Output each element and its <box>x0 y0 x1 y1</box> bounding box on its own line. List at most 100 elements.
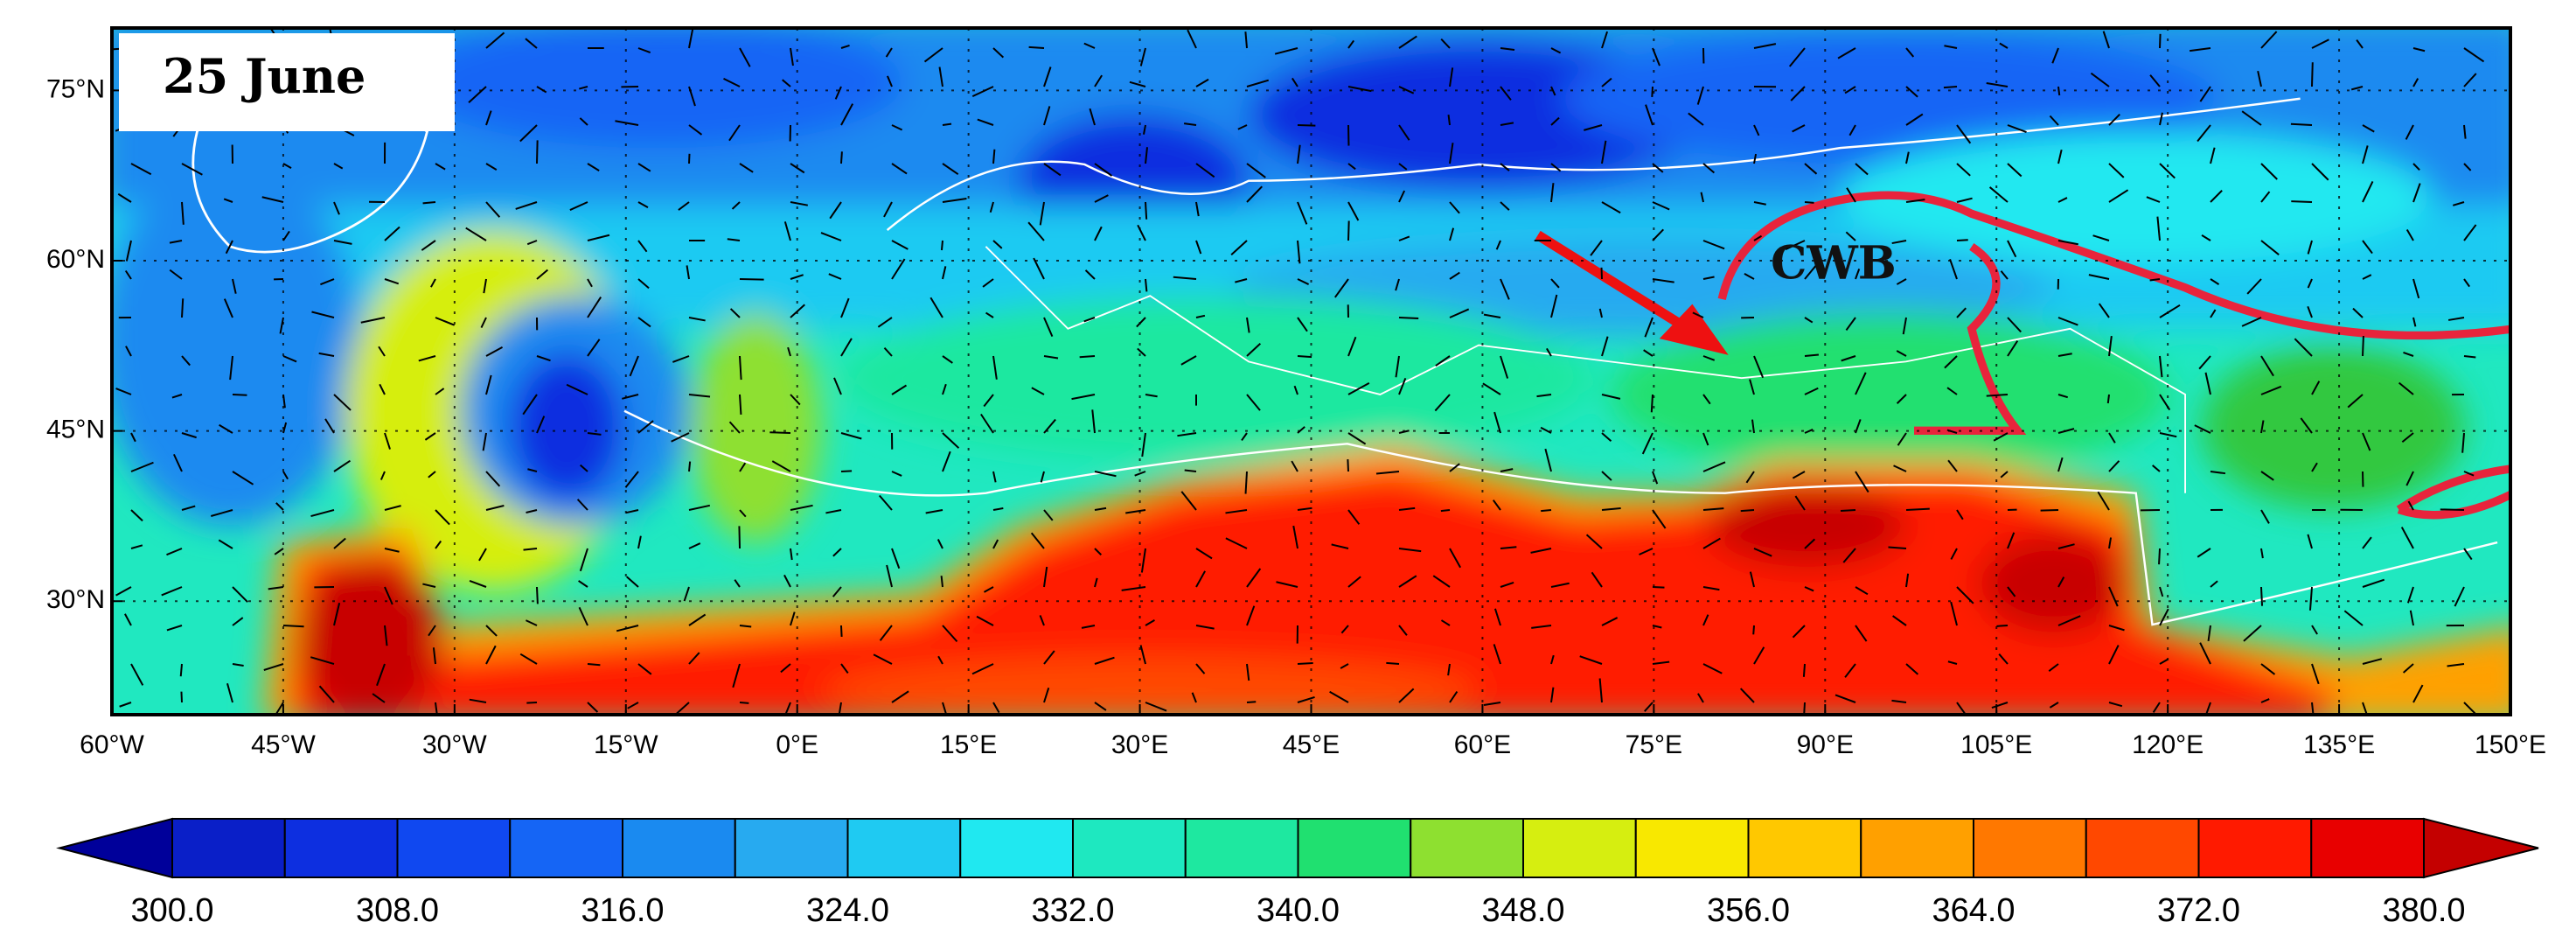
wind-arrow <box>1891 240 1907 245</box>
wind-arrow <box>418 355 436 362</box>
wind-arrow <box>1639 548 1654 555</box>
wind-arrow <box>688 461 692 472</box>
wind-arrow <box>2159 658 2169 665</box>
wind-arrow <box>1398 688 1415 703</box>
wind-arrow <box>1482 382 1501 395</box>
wind-arrow <box>333 603 341 626</box>
wind-arrow <box>1043 66 1052 87</box>
wind-arrow <box>2400 527 2414 549</box>
wind-arrow <box>942 383 947 395</box>
wind-arrow <box>2057 576 2065 588</box>
wind-arrow <box>1145 702 1167 712</box>
wind-arrow <box>522 394 538 416</box>
wind-arrow <box>790 304 805 318</box>
wind-arrow <box>1292 525 1298 549</box>
wind-arrow <box>587 234 610 241</box>
wind-arrow <box>739 394 742 416</box>
wind-arrow <box>1804 262 1820 280</box>
wind-arrow <box>739 278 764 281</box>
wind-arrow <box>2362 124 2375 133</box>
wind-arrow <box>536 416 546 434</box>
wind-arrow <box>172 453 183 472</box>
wind-arrow <box>885 47 893 58</box>
wind-arrow <box>2362 702 2368 715</box>
wind-arrow <box>1449 67 1454 87</box>
wind-arrow <box>1740 509 1755 513</box>
wind-arrow <box>2106 394 2110 404</box>
wind-arrow <box>1692 311 1704 318</box>
wind-arrow <box>525 619 538 626</box>
wind-arrow <box>1888 546 1907 549</box>
wind-arrow <box>729 308 741 318</box>
wind-arrow <box>671 432 690 443</box>
wind-arrow <box>2409 610 2414 626</box>
wind-arrow <box>2401 432 2414 444</box>
map-field <box>112 28 2510 715</box>
wind-arrow <box>2447 317 2465 321</box>
wind-arrow <box>536 586 539 604</box>
wind-arrow <box>1031 387 1045 395</box>
wind-arrow <box>2194 424 2211 434</box>
wind-arrow <box>2290 122 2313 126</box>
wind-arrow <box>1601 432 1612 442</box>
wind-arrow <box>637 240 648 253</box>
wind-arrow <box>840 338 853 357</box>
wind-arrow <box>1848 124 1856 136</box>
colorbar-label: 372.0 <box>2157 892 2240 929</box>
wind-arrow <box>723 77 741 87</box>
wind-arrow <box>1944 355 1958 369</box>
wind-arrow <box>1398 235 1410 241</box>
wind-arrow <box>1246 163 1266 178</box>
wind-arrow <box>310 509 335 518</box>
wind-arrow <box>1246 79 1270 87</box>
wind-arrow <box>2260 385 2282 395</box>
wind-arrow <box>1395 355 1400 378</box>
y-tick-label: 45°N <box>46 416 105 444</box>
wind-arrow <box>887 75 893 87</box>
wind-arrow <box>2311 381 2321 395</box>
y-tick-label: 75°N <box>46 74 105 103</box>
wind-arrow <box>1702 614 1709 626</box>
wind-arrow <box>119 702 132 708</box>
wind-arrow <box>1893 465 1907 472</box>
wind-arrow <box>1905 573 1910 588</box>
wind-arrow <box>1905 663 1919 675</box>
wind-arrow <box>2007 340 2019 357</box>
wind-arrow <box>1550 278 1560 289</box>
wind-arrow <box>1844 663 1856 678</box>
wind-arrow <box>1246 663 1250 681</box>
wind-arrow <box>1752 625 1755 635</box>
wind-arrow <box>578 580 588 588</box>
wind-arrow <box>1753 43 1777 49</box>
wind-arrow <box>1702 394 1711 405</box>
wind-arrow <box>1804 538 1816 549</box>
wind-arrow <box>942 451 951 472</box>
wind-arrow <box>940 240 943 251</box>
wind-arrow <box>2440 508 2465 511</box>
wind-arrow <box>1845 231 1856 241</box>
wind-arrow <box>115 388 132 395</box>
wind-arrow <box>2057 197 2068 203</box>
wind-arrow <box>428 471 436 478</box>
wind-arrow <box>1375 471 1400 475</box>
wind-arrow <box>2463 47 2485 63</box>
colorbar-segment <box>1973 818 2087 878</box>
wind-arrow <box>124 613 132 626</box>
wind-arrow <box>2149 278 2161 282</box>
wind-arrow <box>1195 78 1209 87</box>
wind-arrow <box>311 311 335 318</box>
wind-arrow <box>637 201 649 209</box>
wind-arrow <box>1440 509 1451 513</box>
wind-arrow <box>1753 355 1765 379</box>
wind-arrow <box>637 535 642 549</box>
wind-arrow <box>2207 625 2211 641</box>
wind-arrow <box>1950 601 1958 626</box>
wind-arrow <box>1084 269 1096 280</box>
wind-arrow <box>432 647 436 665</box>
wind-arrow <box>1804 586 1814 592</box>
wind-arrow <box>840 151 843 164</box>
wind-arrow <box>1652 278 1674 283</box>
wind-arrow <box>1702 507 1724 511</box>
wind-arrow <box>1652 586 1665 589</box>
wind-arrow <box>384 226 400 241</box>
